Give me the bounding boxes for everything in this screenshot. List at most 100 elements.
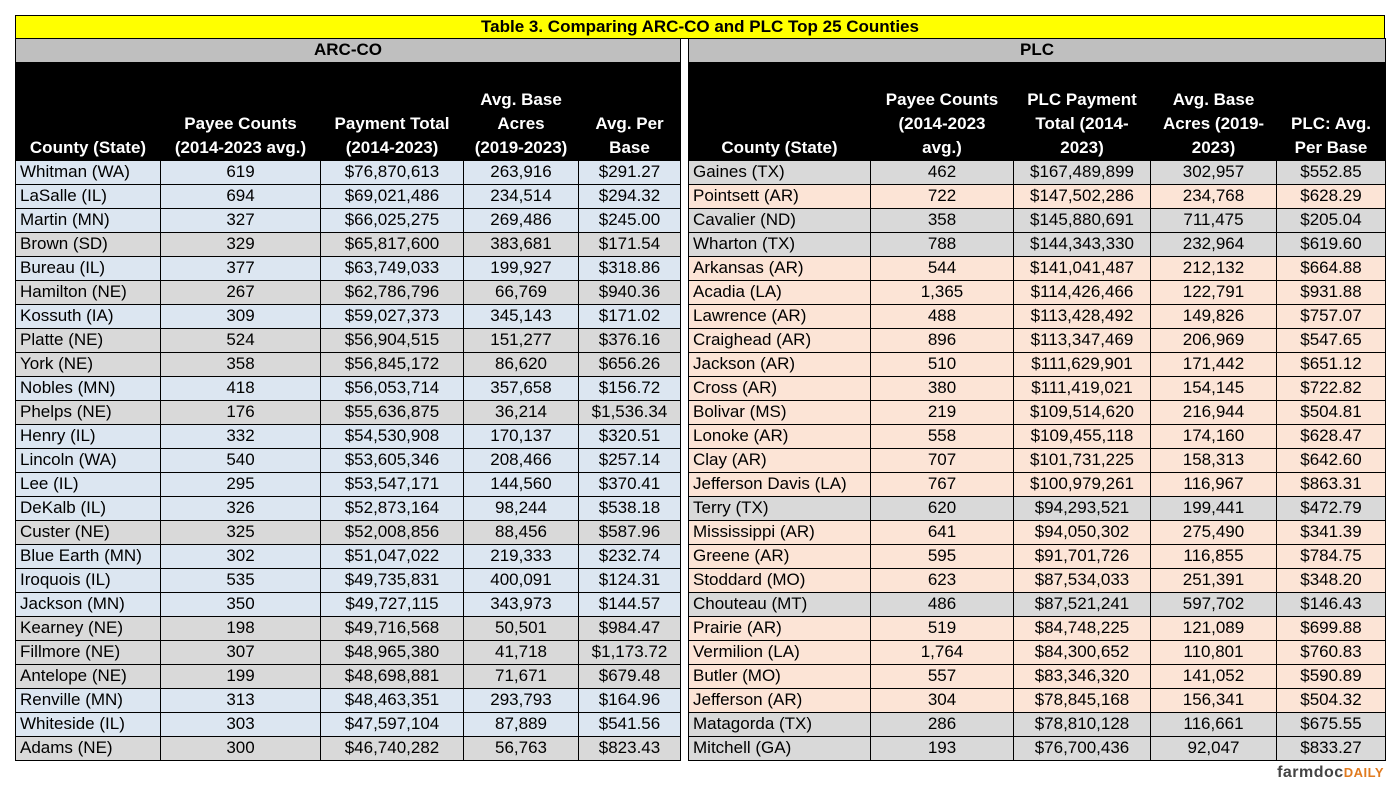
value-cell: 199,927 <box>463 256 579 281</box>
value-cell: 206,969 <box>1150 328 1277 353</box>
value-cell: 199,441 <box>1150 496 1277 521</box>
value-cell: $628.47 <box>1276 424 1386 449</box>
value-cell: 144,560 <box>463 472 579 497</box>
header-line: County (State) <box>721 138 838 157</box>
value-cell: $757.07 <box>1276 304 1386 329</box>
value-cell: $722.82 <box>1276 376 1386 401</box>
value-cell: $318.86 <box>578 256 681 281</box>
value-cell: $46,740,282 <box>320 736 464 761</box>
header-line: PLC: Avg. <box>1291 114 1371 133</box>
value-cell: $628.29 <box>1276 184 1386 209</box>
value-cell: 1,764 <box>870 640 1014 665</box>
value-cell: 303 <box>160 712 321 737</box>
county-cell: Henry (IL) <box>15 424 161 449</box>
county-cell: Antelope (NE) <box>15 664 161 689</box>
header-line: Per Base <box>1294 138 1368 157</box>
value-cell: $69,021,486 <box>320 184 464 209</box>
value-cell: 418 <box>160 376 321 401</box>
value-cell: $547.65 <box>1276 328 1386 353</box>
value-cell: 486 <box>870 592 1014 617</box>
value-cell: $699.88 <box>1276 616 1386 641</box>
value-cell: 212,132 <box>1150 256 1277 281</box>
header-line: (2014-2023 <box>898 114 986 133</box>
county-cell: Bureau (IL) <box>15 256 161 281</box>
header-line: Total (2014- <box>1035 114 1129 133</box>
county-cell: Custer (NE) <box>15 520 161 545</box>
value-cell: $552.85 <box>1276 160 1386 185</box>
value-cell: 141,052 <box>1150 664 1277 689</box>
value-cell: 293,793 <box>463 688 579 713</box>
value-cell: $823.43 <box>578 736 681 761</box>
value-cell: 357,658 <box>463 376 579 401</box>
county-cell: Blue Earth (MN) <box>15 544 161 569</box>
value-cell: $55,636,875 <box>320 400 464 425</box>
county-cell: Hamilton (NE) <box>15 280 161 305</box>
county-cell: Chouteau (MT) <box>688 592 871 617</box>
county-cell: Cross (AR) <box>688 376 871 401</box>
column-header: County (State) <box>688 62 871 161</box>
value-cell: $541.56 <box>578 712 681 737</box>
value-cell: 488 <box>870 304 1014 329</box>
value-cell: 56,763 <box>463 736 579 761</box>
value-cell: 116,855 <box>1150 544 1277 569</box>
value-cell: 358 <box>160 352 321 377</box>
value-cell: $48,698,881 <box>320 664 464 689</box>
value-cell: 110,801 <box>1150 640 1277 665</box>
value-cell: 122,791 <box>1150 280 1277 305</box>
value-cell: $87,534,033 <box>1013 568 1151 593</box>
value-cell: $940.36 <box>578 280 681 305</box>
value-cell: $109,514,620 <box>1013 400 1151 425</box>
value-cell: $232.74 <box>578 544 681 569</box>
value-cell: 98,244 <box>463 496 579 521</box>
value-cell: $619.60 <box>1276 232 1386 257</box>
county-cell: Iroquois (IL) <box>15 568 161 593</box>
value-cell: $171.54 <box>578 232 681 257</box>
column-header: PLC Payment Total (2014- 2023) <box>1013 62 1151 161</box>
value-cell: $145,880,691 <box>1013 208 1151 233</box>
section-title: PLC <box>688 38 1386 63</box>
value-cell: $47,597,104 <box>320 712 464 737</box>
value-cell: 343,973 <box>463 592 579 617</box>
column-header: County (State) <box>15 62 161 161</box>
county-cell: Whiteside (IL) <box>15 712 161 737</box>
value-cell: 313 <box>160 688 321 713</box>
value-cell: $504.32 <box>1276 688 1386 713</box>
value-cell: $49,727,115 <box>320 592 464 617</box>
value-cell: 524 <box>160 328 321 353</box>
header-line: Avg. Base <box>480 90 562 109</box>
value-cell: $51,047,022 <box>320 544 464 569</box>
value-cell: 327 <box>160 208 321 233</box>
brand-tag: DAILY <box>1343 765 1384 780</box>
header-line: Acres (2019- <box>1162 114 1265 133</box>
table-title: Table 3. Comparing ARC-CO and PLC Top 25… <box>15 15 1385 39</box>
value-cell: $156.72 <box>578 376 681 401</box>
value-cell: 332 <box>160 424 321 449</box>
value-cell: $87,521,241 <box>1013 592 1151 617</box>
header-line: PLC Payment <box>1027 90 1137 109</box>
value-cell: 345,143 <box>463 304 579 329</box>
value-cell: $171.02 <box>578 304 681 329</box>
value-cell: 558 <box>870 424 1014 449</box>
value-cell: 219 <box>870 400 1014 425</box>
county-cell: Brown (SD) <box>15 232 161 257</box>
value-cell: 707 <box>870 448 1014 473</box>
value-cell: 66,769 <box>463 280 579 305</box>
value-cell: $59,027,373 <box>320 304 464 329</box>
value-cell: 383,681 <box>463 232 579 257</box>
value-cell: $94,050,302 <box>1013 520 1151 545</box>
value-cell: 269,486 <box>463 208 579 233</box>
value-cell: $56,845,172 <box>320 352 464 377</box>
value-cell: $1,173.72 <box>578 640 681 665</box>
county-cell: Butler (MO) <box>688 664 871 689</box>
value-cell: 171,442 <box>1150 352 1277 377</box>
value-cell: $111,419,021 <box>1013 376 1151 401</box>
value-cell: 36,214 <box>463 400 579 425</box>
value-cell: $53,605,346 <box>320 448 464 473</box>
value-cell: 154,145 <box>1150 376 1277 401</box>
value-cell: $205.04 <box>1276 208 1386 233</box>
value-cell: $147,502,286 <box>1013 184 1151 209</box>
value-cell: $144,343,330 <box>1013 232 1151 257</box>
value-cell: 232,964 <box>1150 232 1277 257</box>
value-cell: $341.39 <box>1276 520 1386 545</box>
